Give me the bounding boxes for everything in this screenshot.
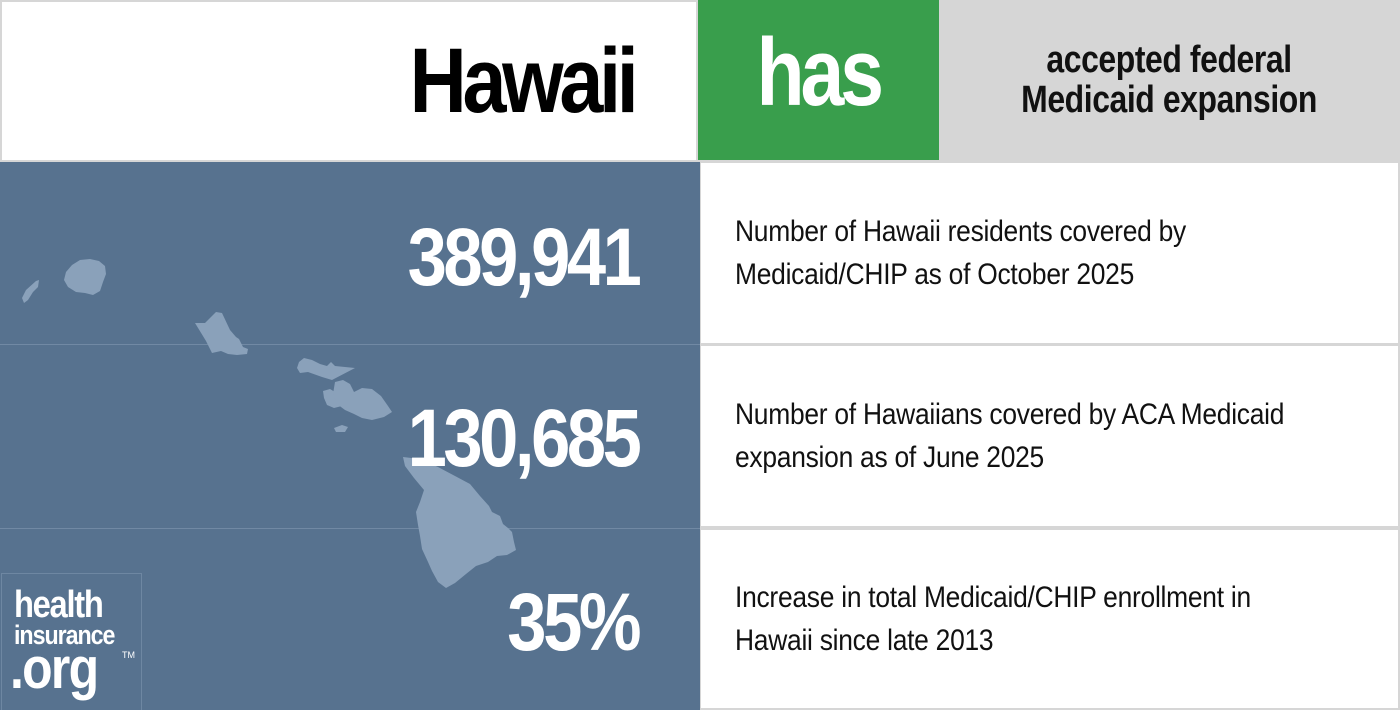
stat-description-medicaid-chip-enrollment: Number of Hawaii residents covered by Me… <box>735 210 1186 296</box>
stat-description-cell: Increase in total Medicaid/CHIP enrollme… <box>701 530 1398 708</box>
description-line: Increase in total Medicaid/CHIP enrollme… <box>735 581 1251 614</box>
state-name-box: Hawaii <box>0 0 698 162</box>
stat-description-enrollment-increase: Increase in total Medicaid/CHIP enrollme… <box>735 576 1251 662</box>
stat-description-cell: Number of Hawaiians covered by ACA Medic… <box>701 346 1398 526</box>
stat-values-panel: 389,941 130,685 35% health insurance .or… <box>0 162 700 710</box>
description-line: expansion as of June 2025 <box>735 441 1044 474</box>
status-description-line1: accepted federal <box>1046 39 1293 81</box>
stat-description-expansion-enrollment: Number of Hawaiians covered by ACA Medic… <box>735 393 1284 479</box>
hawaii-islands-map-icon <box>22 259 516 588</box>
logo-text-insurance: insurance <box>14 620 115 650</box>
description-line: Number of Hawaiians covered by ACA Medic… <box>735 398 1285 431</box>
description-line: Medicaid/CHIP as of October 2025 <box>735 258 1135 291</box>
stat-description-cell: Number of Hawaii residents covered by Me… <box>701 163 1398 343</box>
expansion-status-description-box: accepted federal Medicaid expansion <box>939 0 1400 160</box>
stat-value-enrollment-increase: 35% <box>507 577 641 668</box>
state-name: Hawaii <box>409 30 638 132</box>
status-description-line2: Medicaid expansion <box>1021 79 1318 121</box>
expansion-status-badge: has <box>698 0 939 160</box>
healthinsurance-org-logo: health insurance .org TM <box>1 573 142 710</box>
stat-divider <box>0 528 700 529</box>
logo-text-org: .org <box>10 636 99 701</box>
description-line: Number of Hawaii residents covered by <box>735 215 1186 248</box>
expansion-status-description: accepted federal Medicaid expansion <box>1022 40 1318 120</box>
description-line: Hawaii since late 2013 <box>735 624 994 657</box>
expansion-status-word: has <box>756 19 884 126</box>
stat-value-medicaid-chip-enrollment: 389,941 <box>407 212 641 303</box>
stat-divider <box>0 344 700 345</box>
logo-text-health: health <box>14 584 104 626</box>
stat-value-expansion-enrollment: 130,685 <box>407 393 641 484</box>
logo-trademark: TM <box>122 650 135 660</box>
